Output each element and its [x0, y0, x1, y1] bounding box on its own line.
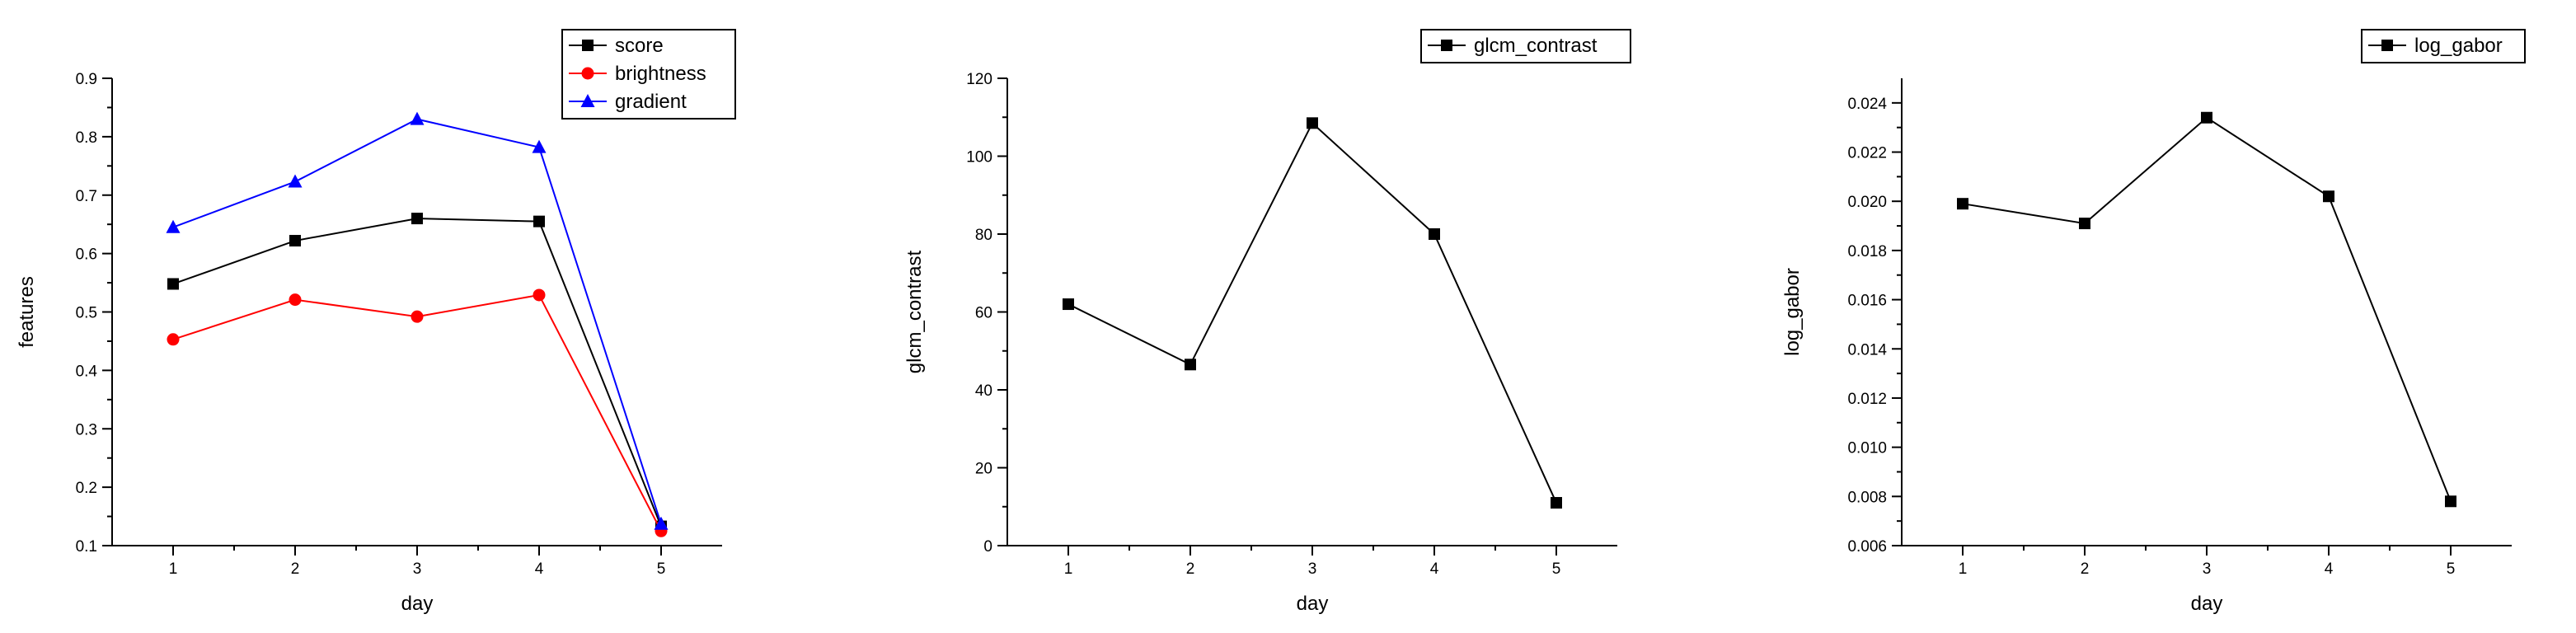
- series-line-glcm_contrast: [1067, 121, 1557, 504]
- data-point-brightness: [411, 310, 424, 323]
- series-gradient: [166, 111, 669, 530]
- y-tick-label: 0.6: [76, 246, 97, 264]
- legend-label-brightness: brightness: [615, 63, 706, 85]
- y-tick-label: 0.5: [76, 305, 97, 322]
- legend-box: [2361, 29, 2526, 63]
- y-tick-label: 60: [975, 305, 992, 322]
- y-tick-label: 20: [975, 461, 992, 478]
- x-tick-label: 2: [1186, 560, 1195, 578]
- chart-panel-1: 0.1 0.2 0.3 0.4 0.5 0.6 0.7 0.8 0.9 1 2 3 4 5 day featu…: [16, 29, 736, 615]
- x-tick-label: 3: [2203, 560, 2212, 578]
- legend-marker-glcm_contrast: [1441, 40, 1452, 51]
- data-point-log_gabor: [2445, 495, 2456, 508]
- x-tick-label: 4: [2325, 560, 2334, 578]
- y-tick-label: 100: [966, 149, 992, 166]
- data-point-score: [289, 235, 301, 247]
- y-tick-label: 0.012: [1847, 391, 1887, 408]
- y-tick-label: 0.010: [1847, 440, 1887, 457]
- series-score: [167, 213, 667, 532]
- series-glcm_contrast: [1063, 117, 1562, 509]
- series-line-brightness: [172, 293, 662, 532]
- legend-label-gradient: gradient: [615, 91, 687, 113]
- x-axis-title: day: [1297, 593, 1329, 615]
- y-tick-label: 0.2: [76, 480, 97, 497]
- data-point-log_gabor: [2079, 218, 2090, 230]
- x-tick-label: 4: [1430, 560, 1439, 578]
- data-point-gradient: [288, 174, 303, 188]
- x-axis-title: day: [2191, 593, 2223, 615]
- y-axis-title: features: [16, 276, 38, 348]
- legend-marker-brightness: [581, 67, 594, 80]
- chart-panel-3: 0.006 0.008 0.010 0.012 0.014 0.016 0.018 0.020…: [1781, 29, 2526, 615]
- data-point-score: [167, 278, 179, 290]
- y-axis-title: glcm_contrast: [903, 250, 926, 373]
- legend-marker-log_gabor: [2381, 40, 2393, 51]
- series-line-log_gabor: [1962, 116, 2452, 502]
- legend: glcm_contrast: [1420, 29, 1631, 63]
- x-tick-label: 5: [657, 560, 666, 578]
- legend-label-glcm_contrast: glcm_contrast: [1474, 35, 1598, 57]
- data-point-brightness: [167, 333, 180, 346]
- y-tick-label: 120: [966, 71, 992, 88]
- y-tick-label: 0: [983, 538, 992, 556]
- x-tick-label: 1: [169, 560, 178, 578]
- series-line-score: [172, 218, 662, 527]
- x-tick-label: 1: [1064, 560, 1073, 578]
- x-tick-label: 2: [291, 560, 300, 578]
- data-point-glcm_contrast: [1063, 298, 1074, 311]
- data-point-log_gabor: [2323, 190, 2334, 203]
- y-tick-label: 40: [975, 382, 992, 400]
- y-tick-label: 0.024: [1847, 96, 1887, 113]
- data-point-gradient: [166, 219, 181, 233]
- y-tick-label: 80: [975, 227, 992, 244]
- data-point-log_gabor: [2201, 111, 2212, 124]
- x-tick-label: 4: [535, 560, 544, 578]
- data-point-glcm_contrast: [1429, 228, 1440, 240]
- y-tick-label: 0.1: [76, 538, 97, 556]
- x-tick-label: 5: [2447, 560, 2456, 578]
- data-point-gradient: [410, 111, 425, 125]
- legend: log_gabor: [2361, 29, 2526, 63]
- data-point-glcm_contrast: [1307, 117, 1318, 129]
- y-tick-label: 0.016: [1847, 293, 1887, 310]
- y-tick-label: 0.018: [1847, 243, 1887, 260]
- y-tick-label: 0.020: [1847, 194, 1887, 211]
- x-tick-label: 3: [1308, 560, 1317, 578]
- data-point-glcm_contrast: [1551, 497, 1562, 509]
- y-tick-label: 0.014: [1847, 341, 1887, 359]
- y-tick-label: 0.006: [1847, 538, 1887, 556]
- legend-label-score: score: [615, 35, 664, 57]
- legend-marker-score: [582, 40, 594, 51]
- data-point-score: [411, 213, 423, 225]
- y-tick-label: 0.3: [76, 421, 97, 438]
- x-axis-title: day: [401, 593, 434, 615]
- y-tick-label: 0.4: [76, 363, 98, 380]
- y-tick-label: 0.008: [1847, 489, 1887, 506]
- y-tick-label: 0.022: [1847, 145, 1887, 162]
- y-axis-title: log_gabor: [1781, 268, 1804, 356]
- y-tick-label: 0.9: [76, 71, 97, 88]
- data-point-gradient: [532, 139, 547, 153]
- x-tick-label: 2: [2081, 560, 2090, 578]
- legend: score brightness gradient: [561, 29, 736, 120]
- data-point-score: [533, 215, 545, 227]
- data-point-brightness: [533, 288, 546, 302]
- x-tick-label: 1: [1959, 560, 1968, 578]
- data-point-brightness: [289, 293, 302, 307]
- x-tick-label: 5: [1552, 560, 1561, 578]
- series-log_gabor: [1957, 111, 2456, 508]
- data-point-gradient: [654, 516, 669, 530]
- legend-label-log_gabor: log_gabor: [2414, 35, 2503, 57]
- y-tick-label: 0.7: [76, 188, 97, 205]
- data-point-glcm_contrast: [1185, 359, 1196, 371]
- series-brightness: [167, 288, 668, 537]
- y-tick-label: 0.8: [76, 129, 97, 147]
- data-point-log_gabor: [1957, 198, 1968, 210]
- legend-marker-gradient: [580, 94, 595, 107]
- x-tick-label: 3: [413, 560, 422, 578]
